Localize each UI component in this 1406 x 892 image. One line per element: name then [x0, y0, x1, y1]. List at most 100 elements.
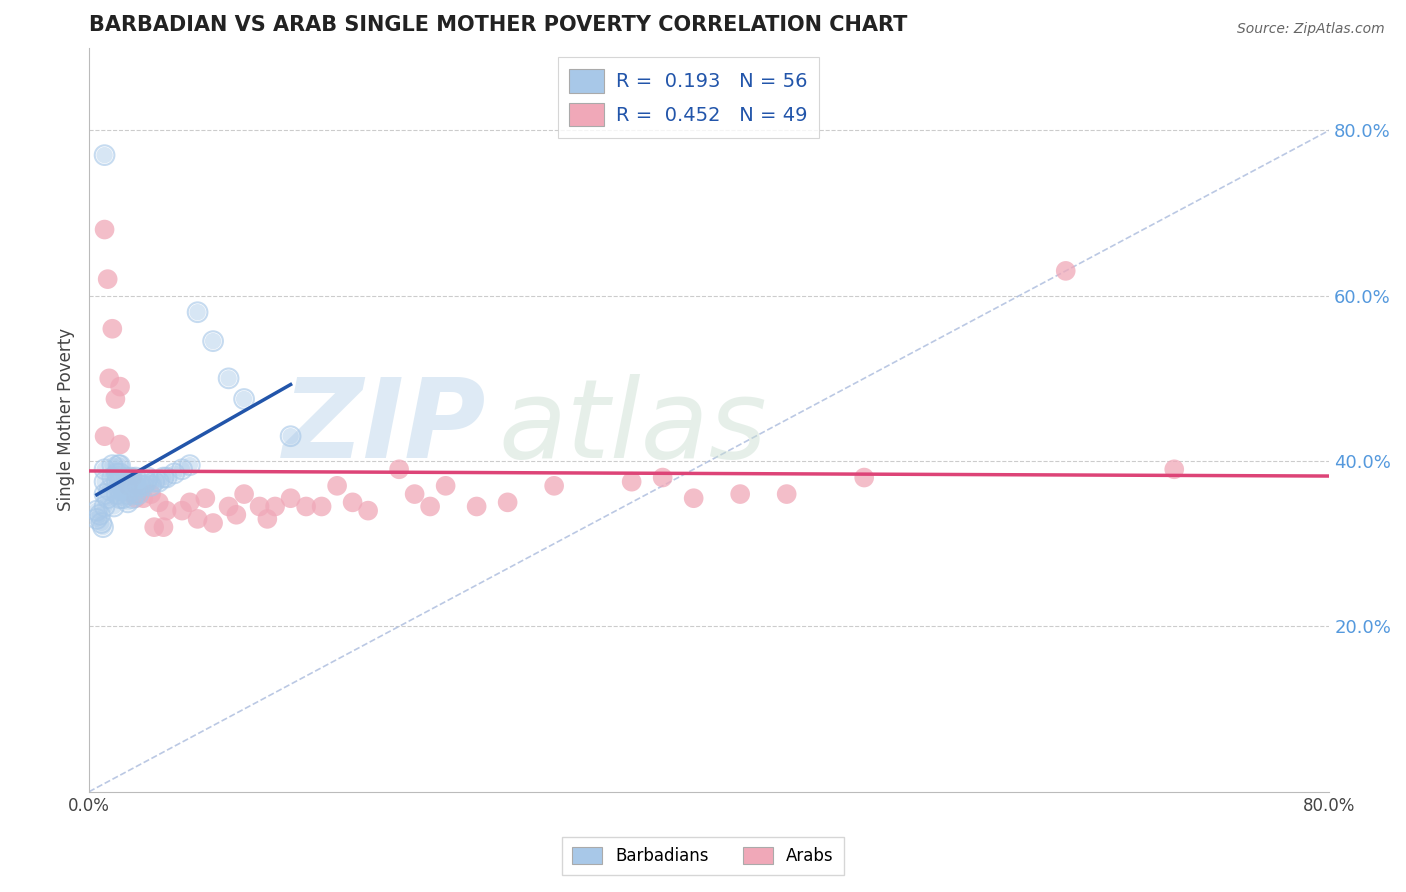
Point — [388, 462, 411, 476]
Point — [86, 512, 108, 526]
Point — [105, 487, 128, 501]
Point — [179, 495, 201, 509]
Point — [121, 491, 143, 506]
Point — [148, 475, 170, 489]
Point — [128, 487, 150, 501]
Point — [108, 437, 131, 451]
Point — [101, 322, 124, 336]
Point — [108, 467, 131, 481]
Point — [143, 520, 166, 534]
Point — [218, 371, 240, 385]
Point — [122, 483, 145, 497]
Text: ZIP: ZIP — [283, 374, 486, 481]
Point — [90, 516, 112, 530]
Point — [101, 470, 124, 484]
Point — [124, 479, 146, 493]
Point — [132, 491, 155, 506]
Legend: R =  0.193   N = 56, R =  0.452   N = 49: R = 0.193 N = 56, R = 0.452 N = 49 — [558, 57, 820, 138]
Point — [117, 479, 139, 493]
Point — [86, 503, 108, 517]
Point — [543, 479, 565, 493]
Point — [120, 470, 142, 484]
Point — [124, 487, 146, 501]
Point — [155, 470, 177, 484]
Point — [118, 479, 141, 493]
Point — [172, 462, 194, 476]
Point — [98, 371, 121, 385]
Point — [108, 467, 131, 481]
Point — [1163, 462, 1185, 476]
Point — [108, 475, 131, 489]
Point — [97, 272, 120, 286]
Point — [104, 392, 127, 406]
Point — [152, 520, 174, 534]
Point — [93, 462, 115, 476]
Point — [357, 503, 380, 517]
Point — [105, 475, 128, 489]
Point — [120, 470, 142, 484]
Point — [404, 487, 426, 501]
Point — [122, 483, 145, 497]
Point — [295, 500, 318, 514]
Point — [132, 479, 155, 493]
Point — [93, 475, 115, 489]
Point — [117, 487, 139, 501]
Point — [496, 495, 519, 509]
Point — [93, 500, 115, 514]
Point — [163, 467, 186, 481]
Point — [256, 512, 278, 526]
Point — [105, 467, 128, 481]
Point — [853, 470, 876, 484]
Point — [419, 500, 441, 514]
Point — [139, 479, 162, 493]
Point — [143, 475, 166, 489]
Point — [101, 470, 124, 484]
Point — [728, 487, 751, 501]
Point — [129, 479, 152, 493]
Point — [121, 491, 143, 506]
Point — [108, 491, 131, 506]
Point — [179, 458, 201, 472]
Point — [89, 508, 111, 522]
Point — [620, 475, 643, 489]
Point — [118, 479, 141, 493]
Point — [172, 462, 194, 476]
Point — [105, 467, 128, 481]
Point — [152, 470, 174, 484]
Point — [128, 487, 150, 501]
Point — [124, 479, 146, 493]
Point — [129, 479, 152, 493]
Point — [233, 487, 256, 501]
Point — [112, 491, 135, 506]
Point — [93, 429, 115, 443]
Point — [682, 491, 704, 506]
Point — [124, 470, 146, 484]
Point — [218, 500, 240, 514]
Point — [112, 483, 135, 497]
Point — [233, 392, 256, 406]
Point — [1054, 264, 1077, 278]
Point — [117, 495, 139, 509]
Point — [93, 148, 115, 162]
Point — [187, 512, 209, 526]
Point — [93, 148, 115, 162]
Point — [776, 487, 799, 501]
Point — [90, 516, 112, 530]
Point — [124, 491, 146, 506]
Point — [326, 479, 349, 493]
Point — [93, 222, 115, 236]
Point — [93, 462, 115, 476]
Text: Source: ZipAtlas.com: Source: ZipAtlas.com — [1237, 22, 1385, 37]
Text: BARBADIAN VS ARAB SINGLE MOTHER POVERTY CORRELATION CHART: BARBADIAN VS ARAB SINGLE MOTHER POVERTY … — [89, 15, 907, 35]
Point — [202, 516, 225, 530]
Point — [108, 475, 131, 489]
Point — [136, 470, 159, 484]
Point — [97, 491, 120, 506]
Point — [107, 458, 129, 472]
Point — [202, 334, 225, 348]
Point — [108, 379, 131, 393]
Point — [148, 475, 170, 489]
Point — [249, 500, 271, 514]
Point — [86, 503, 108, 517]
Point — [139, 487, 162, 501]
